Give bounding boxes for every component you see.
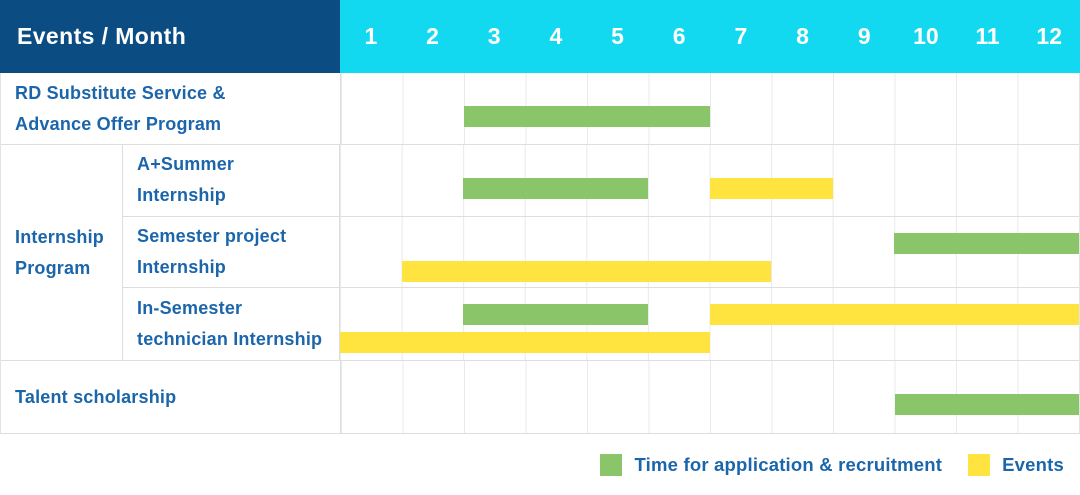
- row-label-line: Talent scholarship: [15, 386, 177, 407]
- events-bar: [709, 304, 1079, 326]
- table-body: RD Substitute Service & Advance Offer Pr…: [0, 73, 1080, 434]
- legend-item-events: Events: [968, 453, 1064, 476]
- internship-program-rows: A+Summer Internship Semester project Int…: [123, 145, 1079, 360]
- row-label-line: technician Internship: [137, 329, 323, 350]
- group-label-line: Internship: [15, 226, 105, 247]
- internship-program-group: Internship Program A+Summer Internship S…: [1, 145, 1079, 361]
- month-header-cell: 6: [672, 23, 686, 49]
- events-bar: [401, 260, 772, 282]
- month-header-cell: 7: [734, 23, 748, 49]
- chart-cell-in-semester: [340, 288, 1079, 360]
- legend-item-application: Time for application & recruitment: [600, 453, 943, 476]
- row-label-semester-project: Semester project Internship: [123, 216, 340, 288]
- events-month-header-title: Events / Month: [0, 0, 340, 73]
- month-header-cell: 12: [1036, 23, 1063, 49]
- application-recruitment-bar: [463, 178, 648, 199]
- month-header-cell: 1: [364, 23, 378, 49]
- row-label-a-summer: A+Summer Internship: [123, 145, 340, 216]
- application-recruitment-swatch-icon: [600, 453, 623, 476]
- row-label-line: A+Summer: [137, 154, 235, 175]
- group-label-line: Program: [15, 257, 91, 278]
- application-recruitment-bar: [464, 106, 710, 127]
- month-header-cell: 5: [611, 23, 624, 49]
- month-header-cell: 10: [913, 23, 939, 49]
- events-bar: [340, 332, 710, 354]
- month-header-cell: 4: [549, 23, 563, 49]
- application-recruitment-bar: [894, 394, 1079, 415]
- row-label-rd-substitute: RD Substitute Service & Advance Offer Pr…: [1, 73, 341, 144]
- chart-cell-talent-scholarship: [341, 361, 1079, 433]
- events-swatch-icon: [968, 453, 991, 476]
- row-in-semester-technician-internship: In-Semester technician Internship: [123, 288, 1079, 360]
- application-recruitment-bar: [463, 304, 648, 326]
- month-header: 1 2 3 4 5 6 7 8 9 10 11 12: [340, 0, 1080, 73]
- chart-cell-semester-project: [340, 216, 1079, 288]
- legend: Time for application & recruitment Event…: [0, 434, 1080, 495]
- chart-cell-rd-substitute: [341, 73, 1079, 144]
- row-label-in-semester: In-Semester technician Internship: [123, 288, 340, 360]
- legend-label-events: Events: [1002, 453, 1064, 475]
- row-a-summer-internship: A+Summer Internship: [123, 145, 1079, 217]
- legend-label-application: Time for application & recruitment: [634, 453, 943, 475]
- row-label-line: Advance Offer Program: [15, 113, 222, 134]
- group-label-internship-program: Internship Program: [1, 145, 123, 360]
- chart-cell-a-summer: [340, 145, 1079, 216]
- month-header-cell: 9: [857, 23, 871, 49]
- table-header: Events / Month 1 2 3 4 5 6 7 8 9 10 11 12: [0, 0, 1080, 73]
- row-label-line: Internship: [137, 185, 227, 206]
- month-header-cell: 2: [426, 23, 439, 49]
- row-label-line: Semester project: [137, 226, 287, 246]
- row-label-line: In-Semester: [137, 298, 243, 319]
- month-header-cell: 11: [975, 23, 1000, 49]
- row-label-line: Internship: [137, 257, 227, 277]
- row-rd-substitute: RD Substitute Service & Advance Offer Pr…: [1, 73, 1079, 145]
- events-bar: [709, 178, 833, 199]
- month-header-cell: 3: [487, 23, 501, 49]
- row-semester-project-internship: Semester project Internship: [123, 216, 1079, 289]
- row-label-line: RD Substitute Service &: [15, 82, 226, 103]
- row-label-talent-scholarship: Talent scholarship: [1, 361, 341, 433]
- row-talent-scholarship: Talent scholarship: [1, 361, 1079, 433]
- application-recruitment-bar: [894, 232, 1079, 254]
- month-header-cell: 8: [796, 23, 809, 49]
